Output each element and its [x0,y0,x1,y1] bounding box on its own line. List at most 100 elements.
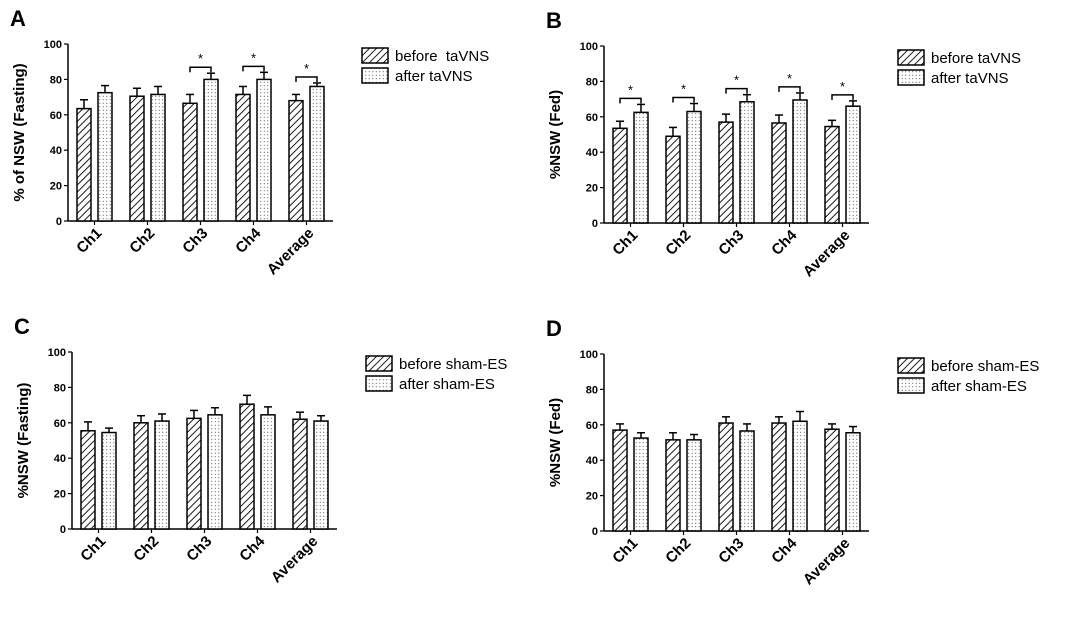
y-tick-label: 100 [48,347,66,359]
bar [235,93,251,222]
y-tick-label: 0 [60,524,66,536]
legend-label: after sham-ES [399,376,495,393]
bar [309,85,325,222]
y-tick-label: 20 [54,489,66,501]
y-tick-label: 0 [592,218,598,230]
x-tick-label: Ch2 [126,225,158,257]
significance-bracket [672,96,695,103]
bar [313,420,329,530]
y-tick-label: 0 [56,216,62,228]
legend-label: after taVNS [931,70,1009,87]
significance-star: * [840,79,845,94]
bar [239,403,255,530]
y-tick-label: 20 [586,183,598,195]
y-tick-label: 80 [50,74,62,86]
x-tick-label: Ch3 [715,227,747,259]
x-tick-label: Ch4 [768,534,801,567]
bar [260,414,276,530]
significance-star: * [251,50,256,65]
y-tick-label: 80 [54,382,66,394]
bar [288,99,304,222]
bar [824,125,840,224]
bar [665,135,681,224]
chart-panel-b: B %NSW (Fed) 0 20 40 60 80 100 Ch1 * Ch2 * Ch3 * Ch4 * A… [540,0,1080,308]
x-tick-label: Ch4 [236,532,269,565]
bar [612,127,628,224]
x-tick-label: Ch1 [73,225,105,257]
significance-star: * [304,61,309,76]
y-tick-label: 80 [586,76,598,88]
bar-chart-d: D %NSW (Fed) 0 20 40 60 80 100 Ch1 Ch2 Ch3 Ch4 Avera… [546,316,1039,588]
y-tick-label: 40 [54,453,66,465]
bar [76,107,92,222]
y-tick-label: 80 [586,384,598,396]
y-axis-label: %NSW (Fasting) [15,383,32,499]
panel-letter: A [10,6,26,31]
y-tick-label: 20 [586,491,598,503]
x-tick-label: Ch3 [183,533,215,565]
y-tick-label: 100 [580,41,598,53]
significance-bracket [619,97,642,104]
bar-chart-c: C %NSW (Fasting) 0 20 40 60 80 100 Ch1 Ch2 Ch3 Ch4 A… [14,314,507,586]
x-tick-label: Average [800,535,853,588]
x-tick-label: Ch3 [715,535,747,567]
bar [845,432,861,532]
y-tick-label: 40 [586,455,598,467]
y-tick-label: 60 [54,418,66,430]
x-tick-label: Average [268,533,321,586]
significance-bracket [242,65,265,72]
bar [186,417,202,530]
bar [686,439,702,532]
x-tick-label: Ch2 [662,535,694,567]
bar [845,105,861,224]
chart-panel-d: D %NSW (Fed) 0 20 40 60 80 100 Ch1 Ch2 Ch3 Ch4 Avera… [540,308,1080,616]
x-tick-label: Average [264,225,317,278]
legend-label: before sham-ES [931,358,1039,375]
panel-letter: B [546,8,562,33]
bar [182,102,198,222]
significance-bracket [189,66,212,73]
chart-panel-a: A % of NSW (Fasting) 0 20 40 60 80 100 Ch1 Ch2 Ch3… [0,0,540,308]
y-tick-label: 20 [50,181,62,193]
legend-label: before taVNS [931,50,1021,67]
significance-star: * [734,73,739,88]
legend-swatch [365,355,393,372]
y-axis-label: %NSW (Fed) [547,90,564,179]
bar [665,439,681,532]
bar [101,431,117,530]
legend-label: after taVNS [395,68,473,85]
y-tick-label: 60 [586,420,598,432]
legend-swatch [361,67,389,84]
x-tick-label: Ch1 [77,533,109,565]
y-tick-label: 40 [50,145,62,157]
bar-chart-b: B %NSW (Fed) 0 20 40 60 80 100 Ch1 * Ch2 * Ch3 * Ch4 * A… [546,8,1021,280]
x-tick-label: Ch2 [662,227,694,259]
x-tick-label: Ch2 [130,533,162,565]
bar [633,111,649,224]
legend-swatch [365,375,393,392]
bar [718,422,734,532]
significance-bracket [725,87,748,94]
significance-bracket [295,76,318,82]
bar [612,429,628,532]
significance-star: * [628,82,633,97]
bar [80,430,96,530]
significance-star: * [198,51,203,66]
significance-bracket [831,94,854,100]
panel-letter: D [546,316,562,341]
significance-star: * [787,71,792,86]
y-tick-label: 0 [592,526,598,538]
x-tick-label: Ch1 [609,227,641,259]
bar [150,93,166,222]
bar [718,121,734,224]
bar [203,78,219,222]
bar [686,110,702,224]
legend-swatch [897,69,925,86]
y-tick-label: 60 [50,110,62,122]
bar [771,122,787,224]
bar [133,422,149,530]
y-tick-label: 100 [44,39,62,51]
x-tick-label: Ch3 [179,225,211,257]
chart-panel-c: C %NSW (Fasting) 0 20 40 60 80 100 Ch1 Ch2 Ch3 Ch4 A… [0,308,540,616]
legend-swatch [897,49,925,66]
